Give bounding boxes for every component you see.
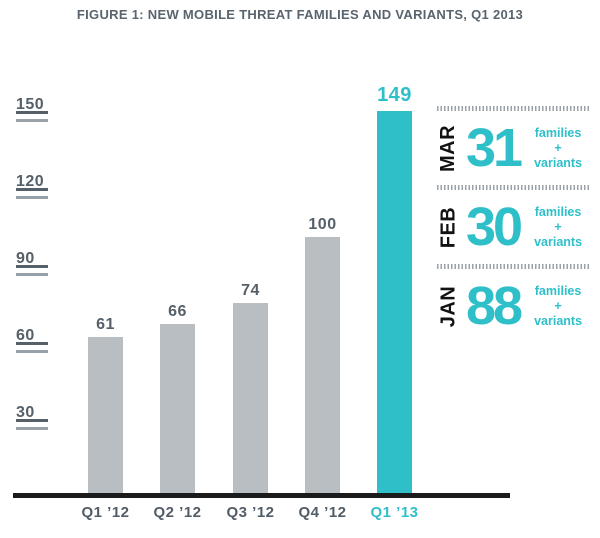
bar-Q2 ’12 bbox=[160, 324, 195, 493]
unit-line: variants bbox=[534, 313, 583, 328]
y-axis-tick-150: 150 bbox=[16, 97, 48, 122]
bar-Q3 ’12 bbox=[233, 303, 268, 493]
unit-plus: + bbox=[554, 298, 562, 313]
y-tick-label: 60 bbox=[16, 328, 48, 345]
unit-plus: + bbox=[554, 140, 562, 155]
y-tick-underline bbox=[16, 119, 48, 122]
panel-row-mar: MAR 31 families + variants bbox=[437, 111, 589, 185]
panel-divider bbox=[437, 185, 589, 190]
month-value-mar: 31 bbox=[466, 117, 523, 178]
y-tick-underline bbox=[16, 273, 48, 276]
y-tick-underline bbox=[16, 427, 48, 430]
unit-line: variants bbox=[534, 155, 583, 170]
panel-divider bbox=[437, 264, 589, 269]
unit-line: variants bbox=[534, 234, 583, 249]
x-axis-label-Q3 ’12: Q3 ’12 bbox=[226, 504, 275, 521]
x-axis-line bbox=[13, 493, 510, 498]
bar-value-label: 66 bbox=[168, 303, 187, 320]
unit-line: families bbox=[534, 204, 582, 219]
y-tick-label: 30 bbox=[16, 405, 48, 422]
unit-label-mar: families + variants bbox=[534, 126, 582, 171]
y-axis-tick-90: 90 bbox=[16, 251, 48, 276]
y-tick-underline bbox=[16, 350, 48, 353]
x-axis-label-Q1 ’13: Q1 ’13 bbox=[370, 504, 419, 521]
unit-line: families bbox=[534, 125, 582, 140]
y-tick-label: 90 bbox=[16, 251, 48, 268]
month-label-mar: MAR bbox=[437, 124, 460, 172]
y-tick-label: 150 bbox=[16, 97, 48, 114]
y-axis-tick-30: 30 bbox=[16, 405, 48, 430]
unit-line: families bbox=[534, 283, 582, 298]
chart-title: FIGURE 1: NEW MOBILE THREAT FAMILIES AND… bbox=[76, 7, 524, 22]
y-tick-label: 120 bbox=[16, 174, 48, 191]
unit-plus: + bbox=[554, 219, 562, 234]
bar-value-label: 74 bbox=[241, 282, 260, 299]
bar-Q4 ’12 bbox=[305, 237, 340, 493]
y-axis-tick-120: 120 bbox=[16, 174, 48, 199]
y-axis-tick-60: 60 bbox=[16, 328, 48, 353]
panel-row-jan: JAN 88 families + variants bbox=[437, 269, 589, 343]
x-axis-label-Q4 ’12: Q4 ’12 bbox=[298, 504, 347, 521]
month-value-jan: 88 bbox=[466, 275, 523, 336]
panel-row-feb: FEB 30 families + variants bbox=[437, 190, 589, 264]
bar-Q1 ’13 bbox=[377, 111, 412, 493]
month-label-jan: JAN bbox=[437, 285, 460, 327]
y-tick-underline bbox=[16, 196, 48, 199]
bar-value-label: 149 bbox=[377, 84, 412, 106]
month-value-feb: 30 bbox=[466, 196, 523, 257]
panel-divider bbox=[437, 106, 589, 111]
month-label-feb: FEB bbox=[437, 206, 460, 248]
bar-value-label: 100 bbox=[308, 216, 337, 233]
x-axis-label-Q2 ’12: Q2 ’12 bbox=[153, 504, 202, 521]
side-panel: MAR 31 families + variants FEB 30 famili… bbox=[437, 106, 589, 343]
bar-value-label: 61 bbox=[96, 316, 115, 333]
bar-Q1 ’12 bbox=[88, 337, 123, 493]
unit-label-feb: families + variants bbox=[534, 205, 582, 250]
x-axis-label-Q1 ’12: Q1 ’12 bbox=[81, 504, 130, 521]
unit-label-jan: families + variants bbox=[534, 284, 582, 329]
